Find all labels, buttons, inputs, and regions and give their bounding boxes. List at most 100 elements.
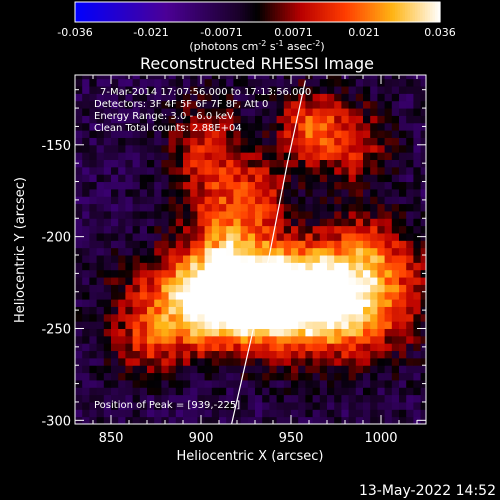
heatmap-cell [247, 379, 256, 388]
heatmap-cell [334, 115, 342, 124]
heatmap-cell [370, 75, 378, 80]
heatmap-cell [312, 225, 321, 234]
heatmap-cell [298, 152, 306, 160]
heatmap-cell [190, 122, 198, 131]
heatmap-cell [125, 277, 134, 285]
heatmap-cell [247, 299, 256, 307]
heatmap-cell [154, 255, 162, 263]
colorbar-swatch [215, 2, 219, 22]
heatmap-cell [327, 379, 335, 388]
heatmap-cell [341, 262, 350, 271]
heatmap-cell [406, 262, 414, 271]
heatmap-cell [197, 122, 206, 131]
heatmap-cell [233, 218, 242, 227]
heatmap-cell [183, 196, 191, 205]
heatmap-cell [406, 372, 414, 381]
heatmap-cell [154, 335, 162, 344]
heatmap-cell [190, 401, 198, 410]
heatmap-cell [247, 409, 256, 418]
heatmap-cell [262, 152, 270, 160]
heatmap-cell [377, 262, 386, 271]
heatmap-cell [283, 181, 292, 190]
heatmap-cell [384, 284, 393, 293]
colorbar-swatch [265, 2, 269, 22]
heatmap-cell [125, 196, 134, 205]
heatmap-cell [262, 343, 270, 352]
heatmap-cell [125, 166, 134, 175]
heatmap-cell [334, 232, 342, 241]
heatmap-cell [240, 284, 249, 293]
heatmap-cell [363, 122, 371, 131]
heatmap-cell [118, 343, 126, 352]
heatmap-cell [168, 174, 177, 183]
colorbar-swatch [175, 2, 179, 22]
heatmap-cell [348, 350, 357, 359]
heatmap-cell [319, 401, 328, 410]
heatmap-cell [283, 100, 292, 109]
heatmap-cell [183, 174, 191, 183]
heatmap-cell [305, 218, 314, 227]
heatmap-cell [219, 144, 227, 153]
heatmap-cell [276, 394, 285, 403]
heatmap-cell [147, 306, 155, 315]
heatmap-cell [139, 343, 148, 352]
heatmap-cell [363, 181, 371, 190]
heatmap-cell [399, 335, 407, 344]
heatmap-cell [283, 365, 292, 374]
heatmap-cell [96, 144, 105, 153]
heatmap-cell [240, 313, 249, 322]
heatmap-cell [312, 328, 321, 337]
heatmap-cell [118, 277, 126, 285]
heatmap-cell [125, 365, 134, 374]
heatmap-cell [262, 321, 270, 329]
heatmap-cell [103, 232, 112, 241]
heatmap-cell [298, 343, 306, 352]
heatmap-cell [197, 394, 206, 403]
heatmap-cell [413, 365, 422, 374]
heatmap-cell [305, 291, 314, 300]
heatmap-cell [420, 387, 426, 396]
colorbar-swatch [267, 2, 271, 22]
colorbar-swatch [187, 2, 191, 22]
heatmap-cell [262, 409, 270, 418]
heatmap-cell [190, 240, 198, 249]
heatmap-cell [341, 313, 350, 322]
heatmap-cell [298, 159, 306, 168]
heatmap-cell [197, 196, 206, 205]
heatmap-cell [406, 225, 414, 234]
heatmap-cell [298, 210, 306, 219]
heatmap-cell [118, 321, 126, 329]
heatmap-cell [384, 152, 393, 160]
heatmap-cell [75, 247, 83, 256]
heatmap-cell [211, 181, 220, 190]
heatmap-cell [269, 335, 278, 344]
heatmap-cell [139, 232, 148, 241]
heatmap-cell [132, 196, 141, 205]
heatmap-cell [147, 196, 155, 205]
heatmap-cell [211, 357, 220, 366]
heatmap-cell [391, 196, 400, 205]
heatmap-cell [132, 335, 141, 344]
heatmap-cell [348, 321, 357, 329]
heatmap-cell [183, 262, 191, 271]
heatmap-cell [406, 75, 414, 80]
heatmap-cell [255, 144, 263, 153]
heatmap-cell [247, 328, 256, 337]
heatmap-cell [154, 174, 162, 183]
colorbar-swatch [332, 2, 336, 22]
heatmap-cell [355, 181, 364, 190]
heatmap-cell [276, 365, 285, 374]
heatmap-cell [125, 181, 134, 190]
heatmap-cell [75, 365, 83, 374]
heatmap-cell [175, 130, 184, 138]
heatmap-cell [204, 86, 213, 94]
heatmap-cell [211, 387, 220, 396]
heatmap-cell [384, 181, 393, 190]
heatmap-cell [111, 144, 119, 153]
heatmap-cell [111, 86, 119, 94]
heatmap-cell [89, 86, 98, 94]
heatmap-cell [355, 210, 364, 219]
heatmap-cell [291, 93, 299, 102]
heatmap-cell [154, 86, 162, 94]
heatmap-cell [291, 277, 299, 285]
